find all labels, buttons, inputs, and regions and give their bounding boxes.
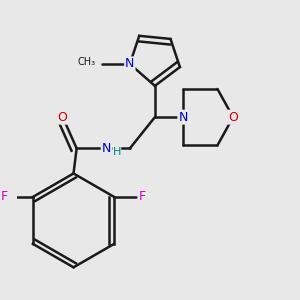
Text: N: N bbox=[178, 111, 188, 124]
Text: F: F bbox=[139, 190, 146, 203]
Text: O: O bbox=[228, 111, 238, 124]
Text: N: N bbox=[102, 142, 111, 155]
Text: CH₃: CH₃ bbox=[77, 57, 95, 68]
Text: F: F bbox=[1, 190, 8, 203]
Text: H: H bbox=[112, 147, 121, 157]
Text: O: O bbox=[58, 111, 68, 124]
Text: N: N bbox=[125, 58, 134, 70]
